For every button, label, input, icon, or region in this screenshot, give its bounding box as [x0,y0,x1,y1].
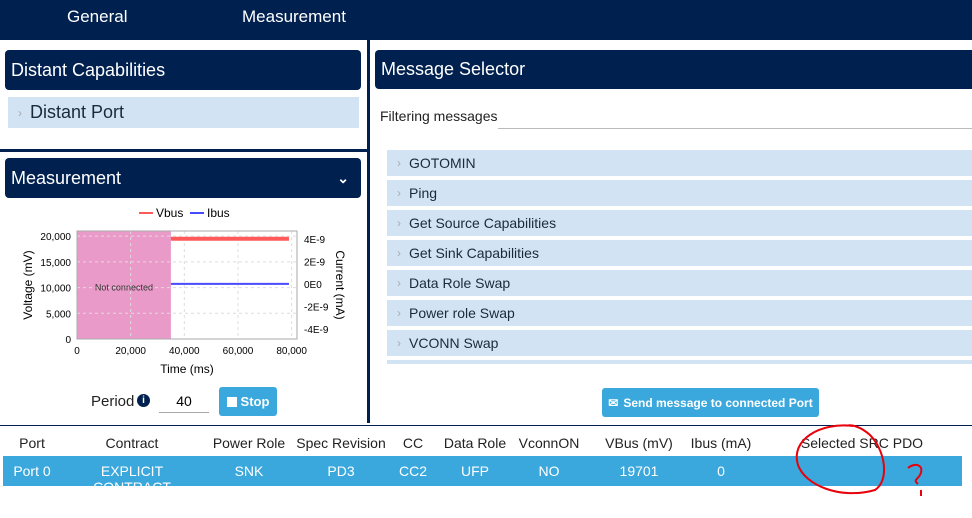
table-cell: 19701 [619,463,659,479]
x-tick-label: 20,000 [115,346,146,357]
y-axis-label: Voltage (mV) [21,250,35,319]
message-label: GOTOMIN [409,155,476,171]
y2-tick-label: -2E-9 [304,302,329,313]
table-cell: UFP [461,463,489,479]
column-header[interactable]: VBus (mV) [605,435,673,451]
chevron-right-icon: › [397,336,401,350]
y2-tick-label: 2E-9 [304,257,326,268]
filter-input[interactable] [498,105,972,129]
y2-tick-label: -4E-9 [304,325,329,336]
table-row[interactable]: Port 0 EXPLICIT CONTRACT SNK PD3 CC2 UFP NO 197… [3,456,962,495]
filter-label: Filtering messages [380,108,498,124]
period-input[interactable] [159,390,209,413]
period-label: Period [91,393,135,410]
message-label: Data Role Swap [409,275,511,291]
message-item[interactable]: › Data Role Swap [387,270,972,296]
y2-axis-label: Current (mA) [333,250,347,319]
region-label: Not connected [95,283,153,293]
plot-frame [76,230,298,340]
tab-measurement[interactable]: Measurement [242,7,346,26]
button-label: Stop [240,394,270,409]
column-header[interactable]: Selected SRC PDO [800,435,924,451]
not-connected-region [77,231,171,339]
column-header[interactable]: Data Role [443,435,507,451]
x-tick-label: 0 [74,346,80,357]
table-cell: NO [538,463,560,479]
column-header[interactable]: Ibus (mA) [690,435,752,451]
column-header[interactable]: Port [19,435,45,451]
chevron-right-icon: › [397,186,401,200]
column-header[interactable]: CC [402,435,424,451]
message-selector-header: Message Selector [375,50,972,89]
chevron-down-icon[interactable]: ⌄ [337,169,349,186]
y-tick-label: 5,000 [46,309,71,320]
chevron-right-icon: › [18,105,22,120]
table-cell: CC2 [398,463,427,479]
button-label: Send message to connected Port [623,395,813,410]
stop-button[interactable]: Stop [219,387,277,416]
y2-tick-label: 4E-9 [304,235,326,246]
column-header[interactable]: VconnON [518,435,580,451]
divider [0,149,367,152]
column-header[interactable]: Contract [105,435,159,451]
table-cell: EXPLICIT CONTRACT [93,463,171,495]
message-label: Get Source Capabilities [409,215,557,231]
message-item[interactable]: › Ping [387,180,972,206]
distant-port-accordion[interactable]: › Distant Port [8,97,359,128]
message-item[interactable]: › VCONN Swap [387,330,972,356]
distant-capabilities-header: Distant Capabilities [5,50,361,90]
y-tick-label: 10,000 [40,284,71,295]
panel-title: Measurement [11,167,122,188]
envelope-icon: ✉ [608,395,619,410]
top-nav: General Measurement [0,0,972,40]
message-label: Ping [409,185,438,201]
info-icon: i [137,394,150,407]
y-tick-label: 0 [65,335,71,346]
port-table [0,425,972,426]
table-cell: PD3 [327,463,355,479]
y-tick-label: 20,000 [40,232,71,243]
list-scroll-edge [387,360,972,364]
message-item[interactable]: › Get Sink Capabilities [387,240,972,266]
panel-title: Message Selector [381,59,526,79]
chevron-right-icon: › [397,216,401,230]
y2-tick-label: 0E0 [304,280,322,291]
message-item[interactable]: › GOTOMIN [387,150,972,176]
y-tick-label: 15,000 [40,258,71,269]
measurement-chart: 0 20,000 40,000 60,000 80,000 0 5,000 10,000 15,… [21,206,347,376]
legend-label: Vbus [156,206,183,220]
column-header[interactable]: Spec Revision [296,435,386,451]
chevron-right-icon: › [397,306,401,320]
x-tick-label: 40,000 [169,346,200,357]
annotation-scribble [795,424,923,496]
panel-title: Distant Capabilities [11,59,166,80]
message-label: Power role Swap [409,305,515,321]
column-header[interactable]: Power Role [212,435,286,451]
legend-label: Ibus [207,206,230,220]
table-cell: SNK [234,463,264,479]
chevron-right-icon: › [397,156,401,170]
x-tick-label: 60,000 [223,346,254,357]
measurement-header[interactable]: Measurement ⌄ [5,158,361,198]
stop-icon [226,396,237,407]
chevron-right-icon: › [397,276,401,290]
message-label: VCONN Swap [409,335,499,351]
message-label: Get Sink Capabilities [409,245,539,261]
table-cell: Port 0 [13,463,51,479]
accordion-label: Distant Port [30,102,125,122]
table-cell: 0 [717,463,725,479]
tab-general[interactable]: General [67,7,128,26]
x-axis-label: Time (ms) [160,362,214,376]
send-message-button[interactable]: ✉ Send message to connected Port [602,388,819,417]
message-item[interactable]: › Power role Swap [387,300,972,326]
message-item[interactable]: › Get Source Capabilities [387,210,972,236]
divider [367,40,370,423]
chevron-right-icon: › [397,246,401,260]
x-tick-label: 80,000 [276,346,307,357]
